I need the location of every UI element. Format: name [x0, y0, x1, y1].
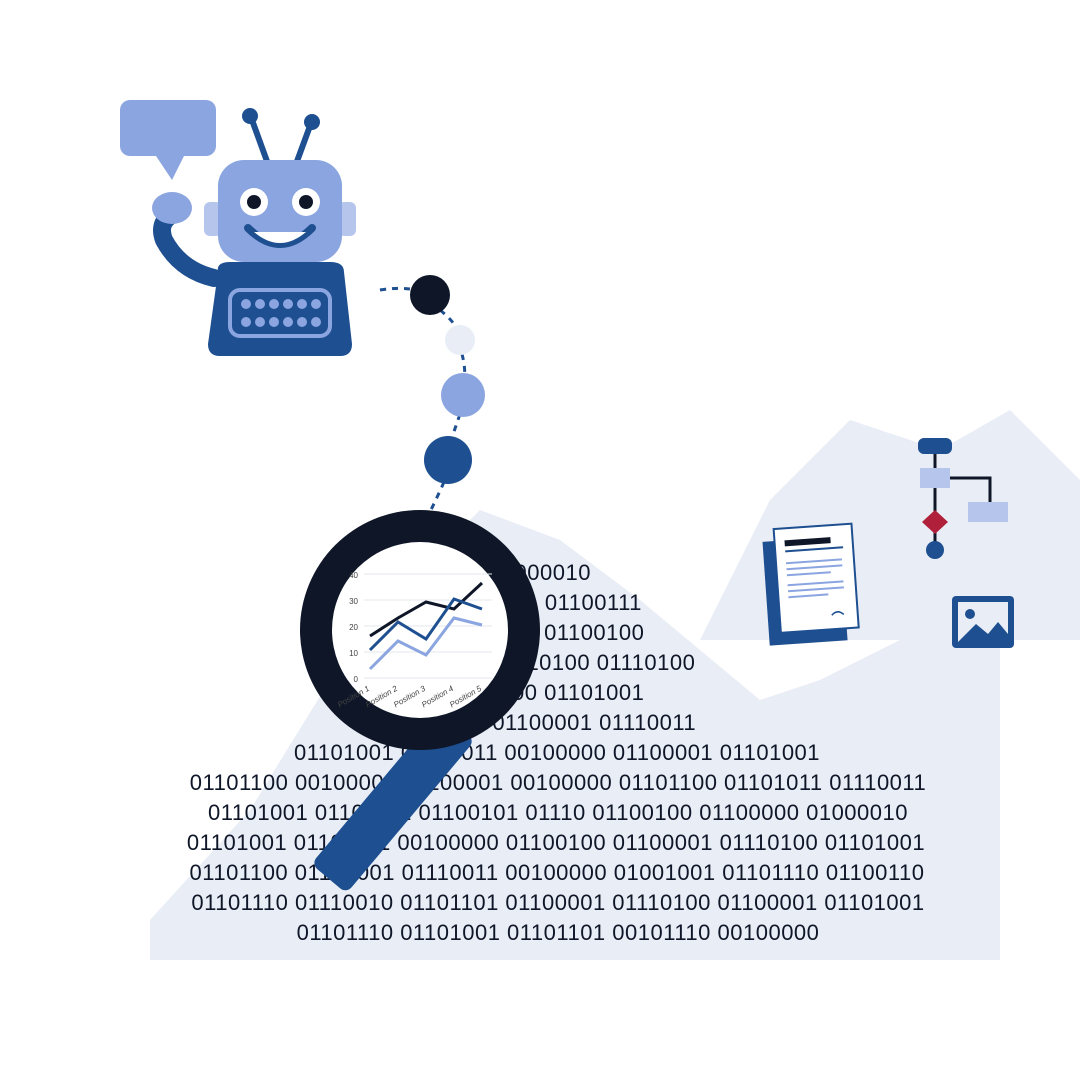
- y-tick: 20: [349, 623, 358, 632]
- y-tick: 30: [349, 597, 358, 606]
- speech-bubble-icon: [120, 100, 216, 156]
- y-tick: 40: [349, 571, 358, 580]
- robot-icon: [100, 90, 420, 410]
- y-tick: 0: [354, 675, 359, 684]
- illustration-canvas: 01000010 01101001 01100111 00100000 0110…: [0, 0, 1080, 1080]
- y-tick: 10: [349, 649, 358, 658]
- magnifying-glass: 0 10 20 30 40 Position 1 Position 2 Posi…: [280, 490, 720, 930]
